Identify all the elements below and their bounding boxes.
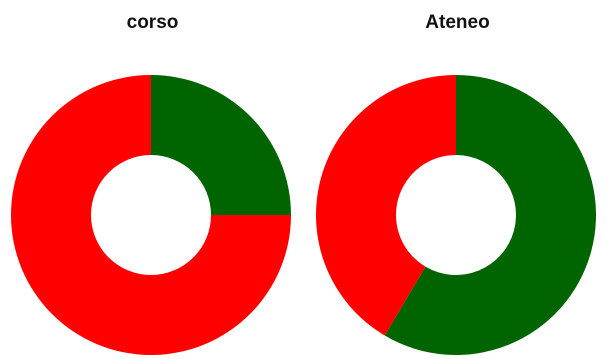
donut-slice-2 [316, 75, 456, 336]
donut-svg-ateneo [316, 75, 596, 355]
chart-title-corso: corso [126, 12, 179, 33]
donut-svg-corso [11, 75, 291, 355]
donut-chart-corso: corso [11, 12, 291, 355]
donut-slice-2 [11, 75, 291, 355]
donut-slice-1 [384, 75, 596, 355]
chart-title-ateneo: Ateneo [425, 12, 490, 33]
donut-slice-1 [151, 75, 291, 215]
donut-chart-ateneo: Ateneo [305, 0, 610, 359]
